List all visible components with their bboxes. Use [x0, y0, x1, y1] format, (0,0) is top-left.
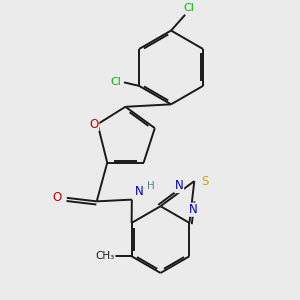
Text: S: S: [201, 175, 208, 188]
Text: N: N: [135, 185, 144, 198]
Text: O: O: [89, 118, 99, 131]
Text: N: N: [175, 179, 184, 192]
Text: Cl: Cl: [111, 77, 122, 87]
Text: H: H: [147, 181, 155, 190]
Text: N: N: [189, 203, 198, 216]
Text: CH₃: CH₃: [96, 251, 115, 261]
Text: O: O: [52, 191, 62, 204]
Text: Cl: Cl: [183, 3, 194, 13]
